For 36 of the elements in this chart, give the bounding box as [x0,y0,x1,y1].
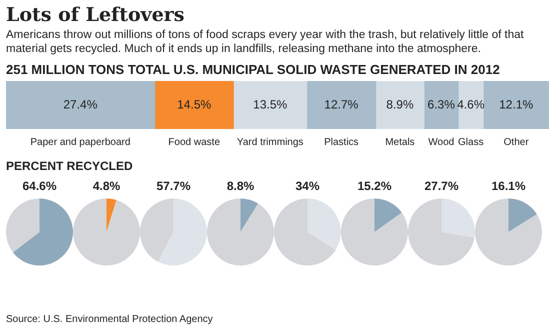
data-label: 14.5% [177,97,212,112]
data-label: 6.3% [428,97,456,112]
data-label: 12.7% [324,97,359,112]
data-label: 57.7% [156,178,191,193]
text: PERCENT RECYCLED [6,159,134,173]
source-note: Source: U.S. Environmental Protection Agency [6,314,213,325]
data-label: 8.9% [386,97,414,112]
data-label: 34% [295,178,320,193]
data-label: 27.4% [63,97,98,112]
bar [6,81,156,129]
bar [306,81,376,129]
series-label: Paper and paperboard [30,136,130,148]
text: 251 MILLION TONS TOTAL U.S. MUNICIPAL SOLID WASTE GENERATED IN 2012 [6,62,501,77]
data-label: 27.7% [424,178,459,193]
bar [233,81,308,129]
data-label: 15.2% [357,178,392,193]
bar [482,81,549,129]
series-label: Metals [385,136,415,148]
series-label: Glass [458,136,484,148]
data-label: 64.6% [22,178,57,193]
data-label: 4.8% [92,178,120,193]
data-label: 16.1% [491,178,526,193]
series-label: Food waste [168,136,220,148]
bar [424,81,459,129]
chart-subtitle: Americans throw out millions of tons of food scraps every year with the trash, but relatively little of that material gets recycled. Much of it ends up in landfills, releasing methane into the atmosphere. [6,28,525,56]
bar [154,81,234,129]
data-label: 13.5% [253,97,288,112]
data-label: 12.1% [499,97,534,112]
bar [375,81,424,129]
data-label: 8.8% [226,178,254,193]
series-label: Plastics [324,136,359,148]
series-label: Yard trimmings [236,136,304,148]
series-label: Other [504,136,530,148]
data-label: 4.6% [457,97,485,112]
chart-title: Lots of Leftovers [6,4,186,26]
series-label: Wood [428,136,454,148]
